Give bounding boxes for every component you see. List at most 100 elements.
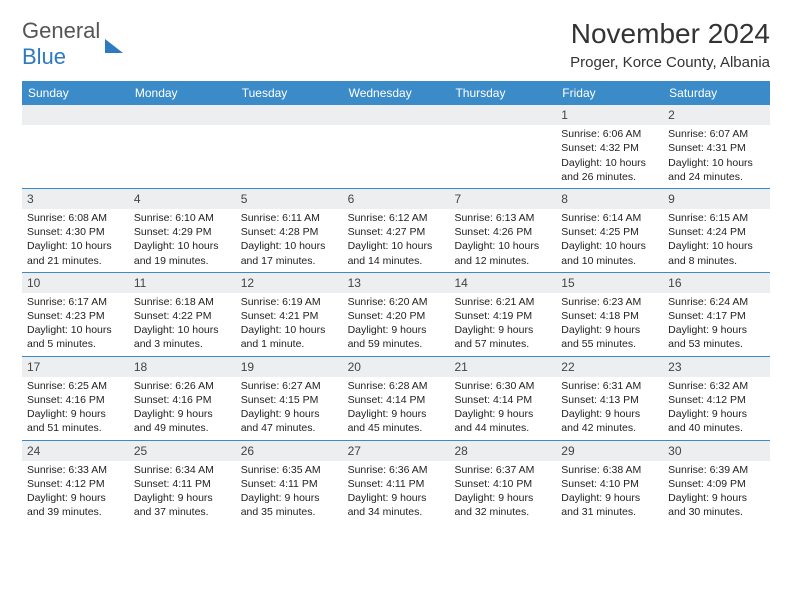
day-cell: 11Sunrise: 6:18 AMSunset: 4:22 PMDayligh… — [129, 273, 236, 356]
sunrise-text: Sunrise: 6:19 AM — [241, 295, 338, 309]
daylight-text: Daylight: 9 hours and 32 minutes. — [454, 491, 551, 519]
day-number: 8 — [556, 189, 663, 209]
day-number: 3 — [22, 189, 129, 209]
logo-line2: Blue — [22, 44, 100, 70]
day-cell — [343, 105, 450, 188]
day-cell: 18Sunrise: 6:26 AMSunset: 4:16 PMDayligh… — [129, 357, 236, 440]
week-row: 10Sunrise: 6:17 AMSunset: 4:23 PMDayligh… — [22, 273, 770, 357]
sunrise-text: Sunrise: 6:39 AM — [668, 463, 765, 477]
sunrise-text: Sunrise: 6:08 AM — [27, 211, 124, 225]
day-cell: 10Sunrise: 6:17 AMSunset: 4:23 PMDayligh… — [22, 273, 129, 356]
sunrise-text: Sunrise: 6:07 AM — [668, 127, 765, 141]
day-body — [129, 125, 236, 131]
logo-line1: General — [22, 18, 100, 44]
location-text: Proger, Korce County, Albania — [570, 54, 770, 71]
sunrise-text: Sunrise: 6:32 AM — [668, 379, 765, 393]
logo: General Blue — [22, 18, 123, 70]
day-number: 20 — [343, 357, 450, 377]
sunrise-text: Sunrise: 6:37 AM — [454, 463, 551, 477]
day-body: Sunrise: 6:32 AMSunset: 4:12 PMDaylight:… — [663, 377, 770, 440]
day-number: 5 — [236, 189, 343, 209]
day-cell: 20Sunrise: 6:28 AMSunset: 4:14 PMDayligh… — [343, 357, 450, 440]
day-body: Sunrise: 6:37 AMSunset: 4:10 PMDaylight:… — [449, 461, 556, 524]
day-header: Monday — [129, 81, 236, 105]
daylight-text: Daylight: 9 hours and 31 minutes. — [561, 491, 658, 519]
day-cell: 4Sunrise: 6:10 AMSunset: 4:29 PMDaylight… — [129, 189, 236, 272]
day-cell: 26Sunrise: 6:35 AMSunset: 4:11 PMDayligh… — [236, 441, 343, 524]
day-number — [343, 105, 450, 125]
day-number — [22, 105, 129, 125]
day-number: 16 — [663, 273, 770, 293]
day-number — [449, 105, 556, 125]
daylight-text: Daylight: 9 hours and 55 minutes. — [561, 323, 658, 351]
day-number: 28 — [449, 441, 556, 461]
daylight-text: Daylight: 10 hours and 12 minutes. — [454, 239, 551, 267]
sunset-text: Sunset: 4:16 PM — [27, 393, 124, 407]
day-body: Sunrise: 6:27 AMSunset: 4:15 PMDaylight:… — [236, 377, 343, 440]
calendar-page: General Blue November 2024 Proger, Korce… — [0, 0, 792, 541]
day-body — [449, 125, 556, 131]
sunrise-text: Sunrise: 6:21 AM — [454, 295, 551, 309]
day-cell: 12Sunrise: 6:19 AMSunset: 4:21 PMDayligh… — [236, 273, 343, 356]
day-body: Sunrise: 6:06 AMSunset: 4:32 PMDaylight:… — [556, 125, 663, 188]
sunset-text: Sunset: 4:11 PM — [134, 477, 231, 491]
day-number: 25 — [129, 441, 236, 461]
calendar-grid: SundayMondayTuesdayWednesdayThursdayFrid… — [22, 81, 770, 523]
sunrise-text: Sunrise: 6:25 AM — [27, 379, 124, 393]
day-header: Thursday — [449, 81, 556, 105]
day-cell: 16Sunrise: 6:24 AMSunset: 4:17 PMDayligh… — [663, 273, 770, 356]
day-number: 18 — [129, 357, 236, 377]
day-cell: 8Sunrise: 6:14 AMSunset: 4:25 PMDaylight… — [556, 189, 663, 272]
sunrise-text: Sunrise: 6:11 AM — [241, 211, 338, 225]
day-body: Sunrise: 6:11 AMSunset: 4:28 PMDaylight:… — [236, 209, 343, 272]
sunset-text: Sunset: 4:18 PM — [561, 309, 658, 323]
sunset-text: Sunset: 4:29 PM — [134, 225, 231, 239]
daylight-text: Daylight: 9 hours and 42 minutes. — [561, 407, 658, 435]
day-number: 14 — [449, 273, 556, 293]
day-header: Tuesday — [236, 81, 343, 105]
sunset-text: Sunset: 4:17 PM — [668, 309, 765, 323]
daylight-text: Daylight: 10 hours and 24 minutes. — [668, 156, 765, 184]
daylight-text: Daylight: 10 hours and 5 minutes. — [27, 323, 124, 351]
sunrise-text: Sunrise: 6:26 AM — [134, 379, 231, 393]
day-cell: 13Sunrise: 6:20 AMSunset: 4:20 PMDayligh… — [343, 273, 450, 356]
day-body: Sunrise: 6:20 AMSunset: 4:20 PMDaylight:… — [343, 293, 450, 356]
daylight-text: Daylight: 9 hours and 59 minutes. — [348, 323, 445, 351]
daylight-text: Daylight: 10 hours and 1 minute. — [241, 323, 338, 351]
day-header: Friday — [556, 81, 663, 105]
day-body: Sunrise: 6:28 AMSunset: 4:14 PMDaylight:… — [343, 377, 450, 440]
sunset-text: Sunset: 4:23 PM — [27, 309, 124, 323]
sunrise-text: Sunrise: 6:23 AM — [561, 295, 658, 309]
day-body: Sunrise: 6:15 AMSunset: 4:24 PMDaylight:… — [663, 209, 770, 272]
day-cell: 30Sunrise: 6:39 AMSunset: 4:09 PMDayligh… — [663, 441, 770, 524]
day-body: Sunrise: 6:14 AMSunset: 4:25 PMDaylight:… — [556, 209, 663, 272]
day-body: Sunrise: 6:30 AMSunset: 4:14 PMDaylight:… — [449, 377, 556, 440]
day-number: 12 — [236, 273, 343, 293]
week-row: 3Sunrise: 6:08 AMSunset: 4:30 PMDaylight… — [22, 189, 770, 273]
sunset-text: Sunset: 4:31 PM — [668, 141, 765, 155]
day-header-row: SundayMondayTuesdayWednesdayThursdayFrid… — [22, 81, 770, 105]
day-body: Sunrise: 6:10 AMSunset: 4:29 PMDaylight:… — [129, 209, 236, 272]
day-number: 21 — [449, 357, 556, 377]
page-header: General Blue November 2024 Proger, Korce… — [22, 18, 770, 71]
daylight-text: Daylight: 9 hours and 53 minutes. — [668, 323, 765, 351]
sunrise-text: Sunrise: 6:30 AM — [454, 379, 551, 393]
daylight-text: Daylight: 9 hours and 30 minutes. — [668, 491, 765, 519]
sunrise-text: Sunrise: 6:14 AM — [561, 211, 658, 225]
daylight-text: Daylight: 10 hours and 17 minutes. — [241, 239, 338, 267]
day-cell: 17Sunrise: 6:25 AMSunset: 4:16 PMDayligh… — [22, 357, 129, 440]
day-cell — [236, 105, 343, 188]
day-body: Sunrise: 6:35 AMSunset: 4:11 PMDaylight:… — [236, 461, 343, 524]
day-body: Sunrise: 6:39 AMSunset: 4:09 PMDaylight:… — [663, 461, 770, 524]
daylight-text: Daylight: 10 hours and 10 minutes. — [561, 239, 658, 267]
day-cell: 3Sunrise: 6:08 AMSunset: 4:30 PMDaylight… — [22, 189, 129, 272]
sunrise-text: Sunrise: 6:35 AM — [241, 463, 338, 477]
day-number: 27 — [343, 441, 450, 461]
day-cell: 28Sunrise: 6:37 AMSunset: 4:10 PMDayligh… — [449, 441, 556, 524]
day-number: 19 — [236, 357, 343, 377]
sunset-text: Sunset: 4:27 PM — [348, 225, 445, 239]
daylight-text: Daylight: 9 hours and 51 minutes. — [27, 407, 124, 435]
day-body: Sunrise: 6:17 AMSunset: 4:23 PMDaylight:… — [22, 293, 129, 356]
day-number: 30 — [663, 441, 770, 461]
day-number: 1 — [556, 105, 663, 125]
